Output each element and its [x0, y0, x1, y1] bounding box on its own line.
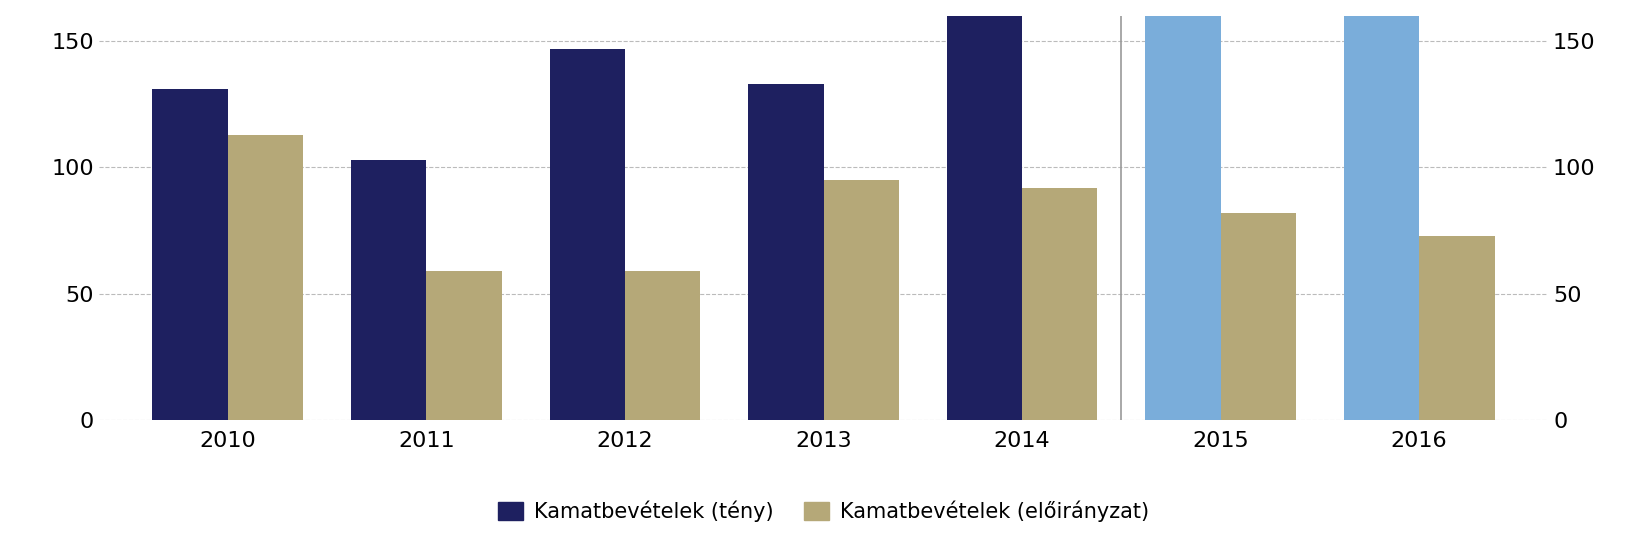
Bar	[427, 271, 502, 420]
Bar	[550, 49, 624, 420]
Bar	[1420, 236, 1494, 420]
Bar	[1023, 188, 1097, 420]
Bar	[227, 134, 303, 420]
Bar	[1145, 0, 1220, 420]
Bar	[624, 271, 700, 420]
Bar	[947, 0, 1023, 420]
Bar	[824, 180, 899, 420]
Bar	[1220, 213, 1296, 420]
Bar	[351, 160, 427, 420]
Bar	[748, 84, 824, 420]
Bar	[1344, 0, 1420, 420]
Legend: Kamatbevételek (tény), Kamatbevételek (előirányzat): Kamatbevételek (tény), Kamatbevételek (e…	[497, 501, 1150, 522]
Bar	[153, 89, 227, 420]
